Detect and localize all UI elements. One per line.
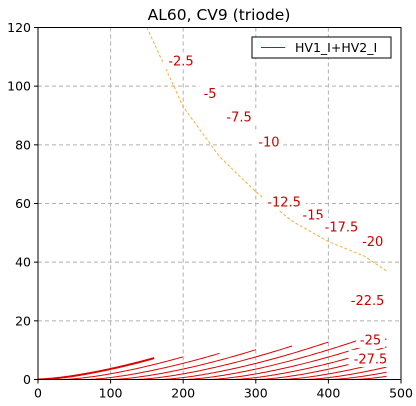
- curve-labels: -2.5 -5 -7.5 -10 -12.5-15-17.5-20 -22.5 -25 -27…: [162, 52, 393, 367]
- curve-label: -12.5: [267, 196, 301, 211]
- curve-label: -17.5: [325, 220, 359, 235]
- curve-vg-neg5: [86, 352, 220, 380]
- curve-label-bg: [199, 84, 221, 102]
- curve-label: -5: [204, 87, 217, 102]
- curve-label: -25: [360, 333, 381, 348]
- curve-label-bg: [358, 232, 388, 250]
- curve-vg-neg15: [183, 337, 365, 380]
- grid-lines: [38, 27, 401, 380]
- curve-label: -7.5: [226, 110, 251, 125]
- curve-label: -15: [303, 209, 324, 224]
- curve-label-bg: [319, 217, 364, 235]
- legend: HV1_I+HV2_I: [251, 36, 392, 59]
- curve-label-bg: [356, 330, 385, 348]
- y-tick-label: 40: [15, 255, 31, 270]
- curve-label: -20: [362, 235, 383, 250]
- curve-label-bg: [162, 52, 200, 70]
- x-tick-label: 0: [34, 386, 42, 401]
- curve-label-bg: [220, 107, 258, 125]
- curve-vg-neg12_5: [159, 341, 329, 380]
- y-tick-label: 60: [15, 196, 31, 211]
- curve-vg-neg7_5: [111, 349, 256, 380]
- x-tick-label: 300: [244, 386, 268, 401]
- y-tick-label: 100: [7, 79, 31, 94]
- x-tick-label: 500: [389, 386, 413, 401]
- curve-label: -10: [258, 135, 279, 150]
- curve-label: -2.5: [168, 55, 193, 70]
- x-tick-label: 200: [171, 386, 195, 401]
- curve-vg-0: [38, 357, 155, 380]
- chart-title: AL60, CV9 (triode): [148, 6, 291, 24]
- x-tick-label: 100: [99, 386, 123, 401]
- curve-vg-neg10: [135, 345, 293, 380]
- curve-vg-neg2_5: [62, 356, 184, 380]
- plate-curves: [38, 337, 387, 380]
- x-tick-label: 400: [316, 386, 340, 401]
- y-tick-label: 120: [7, 20, 31, 35]
- curve-vg-neg27_5: [305, 366, 387, 380]
- y-tick-label: 80: [15, 137, 31, 152]
- curve-label-bg: [262, 193, 307, 211]
- curve-label-bg: [345, 291, 390, 309]
- legend-entry-label: HV1_I+HV2_I: [295, 40, 377, 55]
- curve-label: -22.5: [351, 294, 385, 309]
- curve-label: -27.5: [354, 352, 388, 367]
- y-tick-label: 20: [15, 313, 31, 328]
- curve-label-bg: [254, 132, 284, 150]
- axis-ticks: 0 100 200 300 400 500 0 20 40 60 80 100 120: [7, 20, 413, 401]
- y-tick-label: 0: [23, 372, 31, 387]
- curve-vg-neg17_5: [208, 338, 387, 380]
- curve-label-bg: [348, 349, 393, 367]
- legend-box: [251, 36, 392, 59]
